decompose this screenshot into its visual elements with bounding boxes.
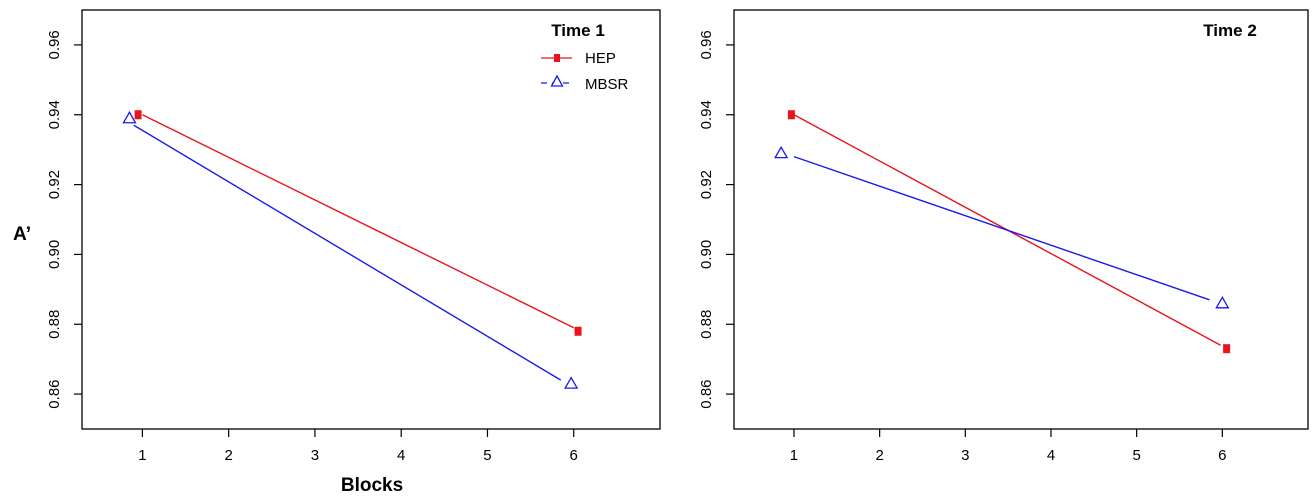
series-markers-time-2: [773, 110, 1231, 354]
x-tick-label: 2: [224, 447, 232, 464]
x-tick-label: 1: [138, 447, 146, 464]
x-tick-label: 5: [483, 447, 491, 464]
panel-title-time-1: Time 1: [551, 21, 605, 40]
plot-frame-time-1: [81, 9, 661, 430]
y-tick-label: 0.94: [46, 100, 63, 129]
legend-marker-hep: [554, 54, 560, 62]
series-markers-time-1: [122, 110, 582, 389]
x-tick-label: 3: [961, 447, 969, 464]
series-line-mbsr: [793, 155, 1210, 301]
data-point-hep: [134, 110, 142, 120]
data-point-mbsr: [1215, 295, 1230, 309]
series-line-mbsr: [133, 124, 562, 381]
axis-ticks-time-1: 1 2 3 4 5 6 0.86 0.88 0.90 0.92 0.94 0.96: [46, 30, 578, 464]
legend-entry-hep: HEP: [541, 50, 616, 67]
x-tick-label: 5: [1132, 447, 1140, 464]
legend-label-hep: HEP: [585, 50, 616, 67]
plot-frame-time-2: [733, 9, 1309, 430]
panel-time-1: Time 1 A’ Blocks 1 2 3 4 5 6 0.86 0.88 0.90 0.92 0…: [13, 9, 661, 496]
series-lines-time-2: [793, 114, 1221, 346]
panel-title-time-2: Time 2: [1203, 21, 1257, 40]
x-tick-label: 4: [397, 447, 405, 464]
data-point-mbsr: [122, 110, 137, 124]
panel-time-2: Time 2 1 2 3 4 5 6 0.86 0.88 0.90 0.92 0.94 0.96: [698, 9, 1309, 464]
series-lines-time-1: [133, 114, 575, 381]
data-point-hep: [574, 326, 582, 336]
data-point-hep: [1223, 344, 1231, 354]
x-tick-label: 6: [1218, 447, 1226, 464]
x-tick-label: 2: [875, 447, 883, 464]
legend-label-mbsr: MBSR: [585, 76, 629, 93]
y-tick-label: 0.86: [46, 379, 63, 408]
legend: HEP MBSR: [541, 50, 629, 93]
x-tick-label: 4: [1047, 447, 1055, 464]
y-tick-label: 0.88: [698, 310, 715, 339]
y-tick-label: 0.96: [698, 30, 715, 59]
legend-entry-mbsr: MBSR: [541, 74, 629, 93]
y-tick-label: 0.92: [698, 170, 715, 199]
axis-ticks-time-2: 1 2 3 4 5 6 0.86 0.88 0.90 0.92 0.94 0.96: [698, 30, 1227, 464]
y-tick-label: 0.96: [46, 30, 63, 59]
y-tick-label: 0.92: [46, 170, 63, 199]
legend-marker-mbsr: [550, 74, 564, 87]
x-tick-label: 1: [790, 447, 798, 464]
data-point-mbsr: [564, 376, 579, 389]
series-line-hep: [142, 114, 575, 329]
y-tick-label: 0.90: [46, 240, 63, 269]
y-tick-label: 0.94: [698, 100, 715, 129]
x-tick-label: 3: [311, 447, 319, 464]
x-tick-label: 6: [570, 447, 578, 464]
data-point-hep: [787, 110, 795, 120]
y-axis-title: A’: [13, 224, 31, 245]
y-tick-label: 0.86: [698, 379, 715, 408]
y-tick-label: 0.88: [46, 310, 63, 339]
y-tick-label: 0.90: [698, 240, 715, 269]
x-axis-title: Blocks: [341, 475, 403, 496]
data-point-mbsr: [773, 145, 789, 159]
